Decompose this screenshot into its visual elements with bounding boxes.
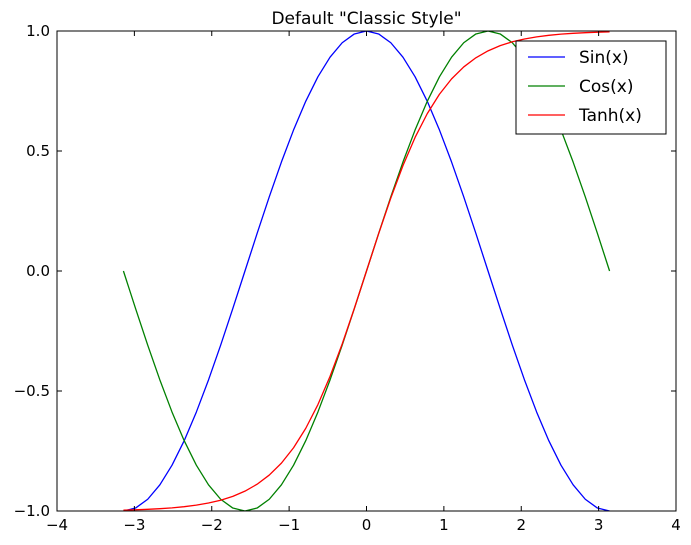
series-line-sin-x	[123, 31, 610, 511]
x-tick-label: −1	[278, 516, 300, 534]
chart-title: Default "Classic Style"	[271, 9, 461, 29]
y-tick-label: 0.5	[26, 142, 50, 160]
x-tick-label: 3	[594, 516, 604, 534]
x-tick-label: −2	[201, 516, 223, 534]
legend-label-tanh-x: Tanh(x)	[578, 106, 642, 126]
series-line-tanh-x	[123, 31, 610, 511]
y-tick-label: 1.0	[26, 22, 50, 40]
x-tick-label: −4	[46, 516, 68, 534]
x-tick-label: 2	[516, 516, 526, 534]
x-tick-label: 0	[362, 516, 372, 534]
y-axis-ticks: −1.0 −0.5 0.0 0.5 1.0	[14, 22, 676, 520]
legend-label-sin-x: Sin(x)	[579, 48, 629, 68]
x-tick-label: 4	[671, 516, 681, 534]
y-tick-label: −0.5	[14, 382, 50, 400]
y-tick-label: −1.0	[14, 502, 50, 520]
legend-label-cos-x: Cos(x)	[579, 77, 633, 97]
x-axis-ticks: −4 −3 −2 −1 0 1 2 3 4	[46, 31, 681, 534]
x-tick-label: −3	[123, 516, 145, 534]
y-tick-label: 0.0	[26, 262, 50, 280]
x-tick-label: 1	[439, 516, 449, 534]
legend: Sin(x) Cos(x) Tanh(x)	[515, 40, 667, 135]
